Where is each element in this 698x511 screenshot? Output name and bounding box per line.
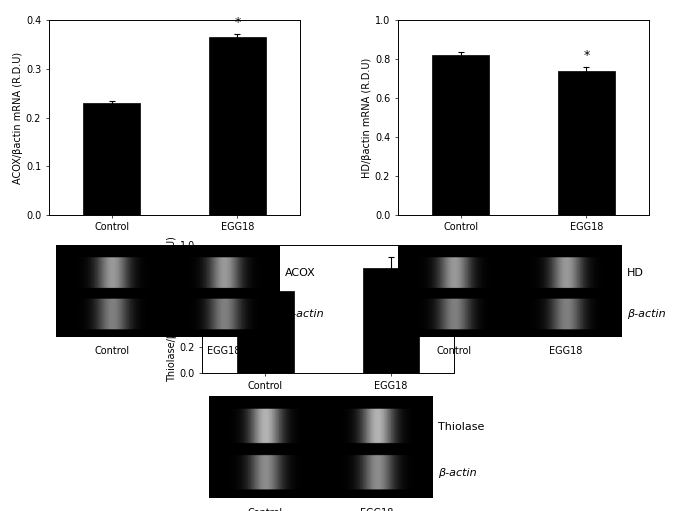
Y-axis label: Thiolase/βactin mRNA (R.D.U): Thiolase/βactin mRNA (R.D.U) [167, 236, 177, 382]
Text: Control: Control [94, 346, 129, 357]
Bar [84, 103, 140, 215]
Y-axis label: ACOX/βactin mRNA (R.D.U): ACOX/βactin mRNA (R.D.U) [13, 52, 23, 183]
Text: β-actin: β-actin [438, 468, 477, 478]
Y-axis label: HD/βactin mRNA (R.D.U): HD/βactin mRNA (R.D.U) [362, 57, 372, 178]
Text: *: * [235, 16, 240, 29]
Text: Control: Control [436, 346, 471, 357]
Text: Thiolase: Thiolase [438, 422, 484, 432]
Bar [362, 268, 419, 373]
Text: β-actin: β-actin [285, 309, 323, 319]
Bar [432, 55, 489, 215]
Text: EGG18: EGG18 [549, 346, 582, 357]
Bar [209, 37, 265, 215]
Text: Control: Control [248, 508, 283, 511]
Bar [237, 291, 293, 373]
Text: EGG18: EGG18 [207, 346, 240, 357]
Bar [558, 71, 614, 215]
Text: HD: HD [627, 268, 644, 278]
Text: β-actin: β-actin [627, 309, 665, 319]
Text: ACOX: ACOX [285, 268, 315, 278]
Text: *: * [584, 49, 589, 62]
Text: EGG18: EGG18 [360, 508, 394, 511]
